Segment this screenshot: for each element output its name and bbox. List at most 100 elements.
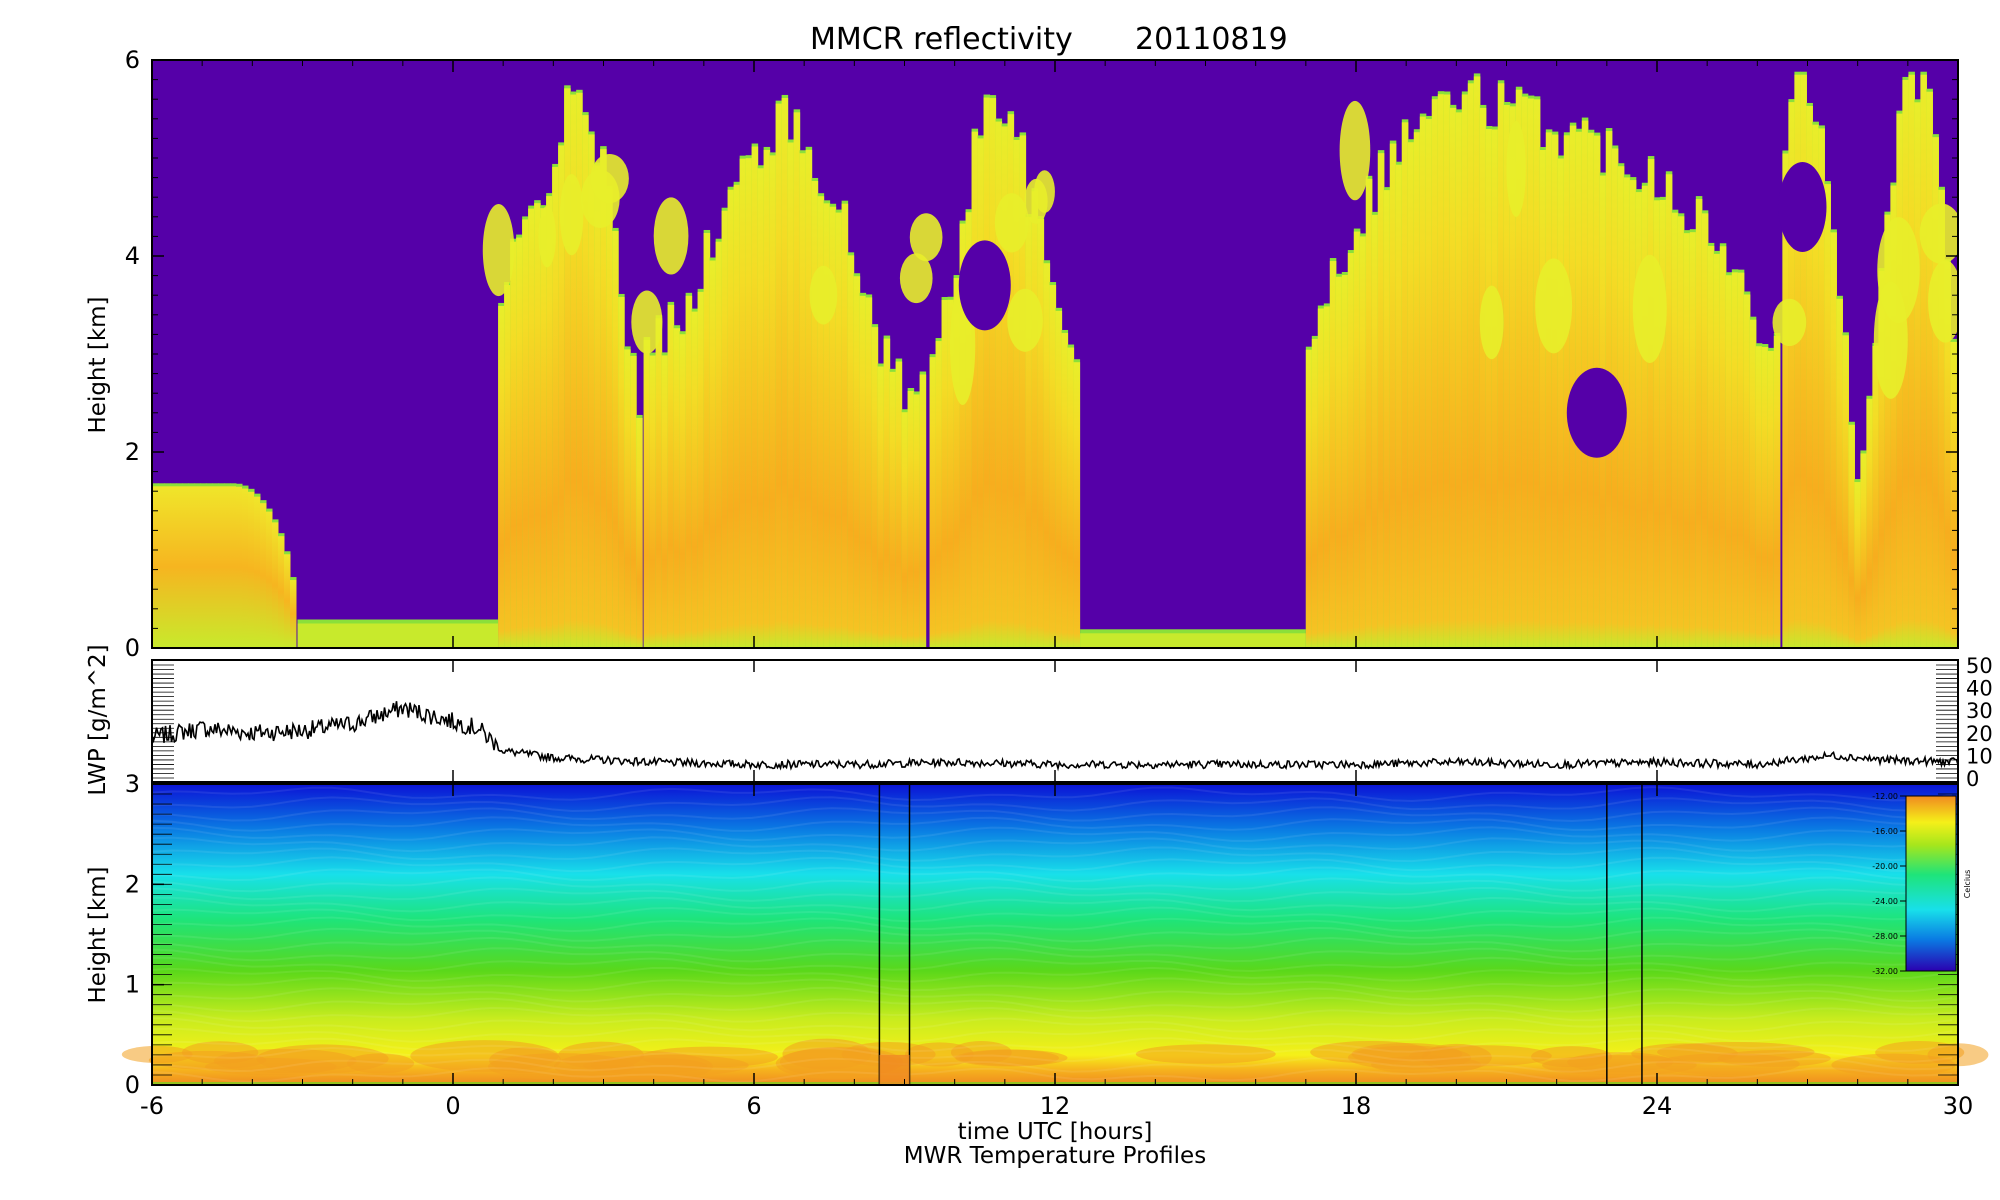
echo-column bbox=[206, 486, 213, 648]
echo-column bbox=[959, 223, 967, 648]
temperature-bands bbox=[121, 786, 1989, 1085]
echo-column bbox=[1842, 335, 1849, 648]
temp-contour bbox=[151, 1016, 1953, 1033]
colorbar-ticks: -12.00 -16.00 -20.00 -24.00 -28.00 -32.00 bbox=[1872, 792, 1906, 976]
x-tick-label: 12 bbox=[1040, 1092, 1071, 1120]
echo-column bbox=[1329, 261, 1337, 648]
echo-column bbox=[989, 98, 997, 648]
echo-blob bbox=[1919, 203, 1958, 264]
echo-column bbox=[188, 486, 195, 648]
echo-column bbox=[1043, 263, 1051, 648]
echo-column bbox=[1773, 335, 1781, 648]
x-axis-ticks: -6 0 6 12 18 24 30 bbox=[140, 60, 1973, 1120]
y-tick-label: 2 bbox=[125, 438, 140, 466]
echo-column bbox=[1341, 274, 1349, 648]
echo-column bbox=[1926, 91, 1933, 648]
temp-contour bbox=[151, 856, 1953, 873]
echo-column bbox=[558, 145, 565, 648]
echo-column bbox=[1007, 114, 1015, 648]
echo-column bbox=[751, 146, 759, 648]
echo-column bbox=[1914, 102, 1921, 648]
echo-column bbox=[1413, 132, 1421, 648]
echo-column bbox=[1461, 94, 1469, 648]
echo-column bbox=[929, 357, 937, 648]
echo-column bbox=[793, 112, 801, 648]
temp-contour bbox=[151, 796, 1953, 813]
echo-column bbox=[1425, 118, 1433, 648]
echo-blob bbox=[1873, 281, 1908, 399]
echo-column bbox=[1653, 200, 1661, 648]
echo-column bbox=[1641, 185, 1649, 648]
echo-column bbox=[965, 212, 973, 648]
y-tick-label: 3 bbox=[125, 770, 140, 798]
lwp-tick-label: 20 bbox=[1966, 722, 1993, 746]
echo-blob bbox=[482, 203, 515, 297]
x-tick-label: 18 bbox=[1341, 1092, 1372, 1120]
echo-column bbox=[1001, 126, 1009, 648]
echo-column bbox=[1019, 135, 1027, 648]
temp-contour bbox=[151, 886, 1953, 903]
temp-contour bbox=[151, 996, 1953, 1013]
echo-column bbox=[745, 158, 753, 648]
echo-blob bbox=[809, 265, 838, 325]
echo-column bbox=[1932, 137, 1939, 648]
echo-column bbox=[594, 165, 601, 648]
colorbar-tick-label: -12.00 bbox=[1872, 792, 1898, 801]
profile-markers bbox=[878, 784, 1643, 1085]
echo-column bbox=[1701, 213, 1709, 648]
echo-column bbox=[290, 580, 297, 648]
echo-blob bbox=[653, 197, 689, 275]
echo-column bbox=[995, 121, 1003, 648]
temp-contour bbox=[151, 836, 1953, 853]
echo-blob bbox=[899, 253, 933, 304]
temperature-colorbar: -12.00 -16.00 -20.00 -24.00 -28.00 -32.00 Cel… bbox=[1872, 792, 1972, 976]
echo-column bbox=[1665, 174, 1673, 648]
x-tick-label: 24 bbox=[1642, 1092, 1673, 1120]
echo-column bbox=[953, 278, 961, 648]
echo-column bbox=[1782, 153, 1789, 648]
echo-column bbox=[1683, 233, 1691, 648]
echo-column bbox=[895, 361, 903, 648]
echo-column bbox=[871, 327, 879, 648]
echo-column bbox=[1037, 219, 1045, 648]
echo-column bbox=[1401, 122, 1409, 648]
echo-column bbox=[1950, 341, 1957, 648]
echo-blob bbox=[1479, 285, 1504, 360]
temp-contour bbox=[151, 946, 1953, 963]
lwp-ylabel: LWP [g/m^2] bbox=[85, 644, 111, 795]
echo-column bbox=[1866, 398, 1873, 648]
echo-blob bbox=[1772, 298, 1807, 347]
echo-column bbox=[1854, 482, 1861, 648]
temp-warm-patch bbox=[841, 1042, 936, 1067]
temp-warm-patch bbox=[1717, 1050, 1831, 1067]
echo-column bbox=[865, 297, 873, 648]
echo-column bbox=[170, 486, 177, 648]
echo-column bbox=[564, 88, 571, 648]
echo-column bbox=[977, 138, 985, 648]
temp-warm-patch bbox=[1347, 1045, 1472, 1070]
echo-column bbox=[1731, 272, 1739, 648]
echo-column bbox=[883, 338, 891, 648]
echo-column bbox=[685, 295, 693, 648]
echo-column bbox=[1944, 262, 1951, 648]
echo-column bbox=[823, 203, 831, 648]
echo-column bbox=[284, 554, 291, 648]
echo-column bbox=[212, 486, 219, 648]
reflectivity-panel: 0 2 4 6 Height [km] bbox=[85, 46, 1959, 662]
echo-column bbox=[182, 486, 189, 648]
temp-warm-patch bbox=[1567, 1052, 1674, 1073]
colorbar-tick-label: -24.00 bbox=[1872, 897, 1898, 906]
echo-column bbox=[667, 304, 675, 648]
echo-column bbox=[817, 196, 825, 648]
echo-column bbox=[1353, 231, 1361, 648]
temperature-panel: 0 1 2 3 Height [km] -12.00 -16.00 -20.00 -24.0… bbox=[85, 770, 1989, 1099]
echo-column bbox=[757, 168, 765, 648]
echo-column bbox=[811, 180, 819, 648]
echo-gap bbox=[1778, 162, 1827, 252]
echo-column bbox=[612, 230, 619, 648]
echo-column bbox=[1557, 158, 1565, 648]
y-tick-label: 1 bbox=[125, 971, 140, 999]
echo-cell bbox=[1080, 633, 1306, 648]
echo-column bbox=[1491, 129, 1499, 648]
